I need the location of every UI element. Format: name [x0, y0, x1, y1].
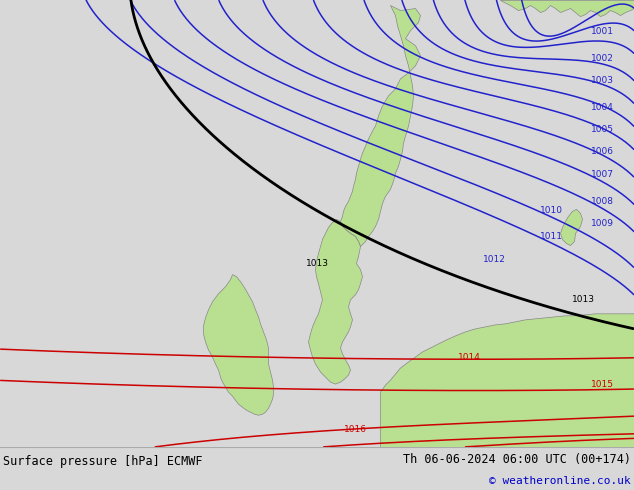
Text: Surface pressure [hPa] ECMWF: Surface pressure [hPa] ECMWF — [3, 456, 203, 468]
Text: 1005: 1005 — [591, 125, 614, 134]
Text: 1004: 1004 — [591, 103, 614, 112]
Text: © weatheronline.co.uk: © weatheronline.co.uk — [489, 475, 631, 486]
Text: 1013: 1013 — [306, 259, 328, 268]
Text: 1012: 1012 — [483, 255, 506, 264]
Text: 1015: 1015 — [591, 380, 614, 389]
Text: 1013: 1013 — [572, 295, 595, 304]
Text: Th 06-06-2024 06:00 UTC (00+174): Th 06-06-2024 06:00 UTC (00+174) — [403, 453, 631, 466]
Text: 1003: 1003 — [591, 76, 614, 85]
Text: 1014: 1014 — [458, 353, 481, 362]
Text: 1010: 1010 — [540, 205, 563, 215]
Text: 1006: 1006 — [591, 147, 614, 156]
Text: 1009: 1009 — [591, 219, 614, 228]
Text: 1002: 1002 — [591, 53, 614, 63]
Text: 1016: 1016 — [344, 424, 366, 434]
Text: 1001: 1001 — [591, 27, 614, 36]
Text: 1007: 1007 — [591, 170, 614, 179]
Text: 1011: 1011 — [540, 232, 563, 242]
Text: 1008: 1008 — [591, 196, 614, 206]
